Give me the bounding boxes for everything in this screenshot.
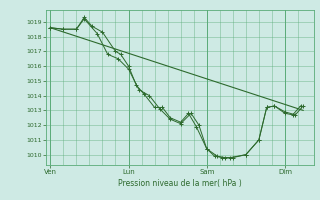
X-axis label: Pression niveau de la mer( hPa ): Pression niveau de la mer( hPa ) [118,179,242,188]
